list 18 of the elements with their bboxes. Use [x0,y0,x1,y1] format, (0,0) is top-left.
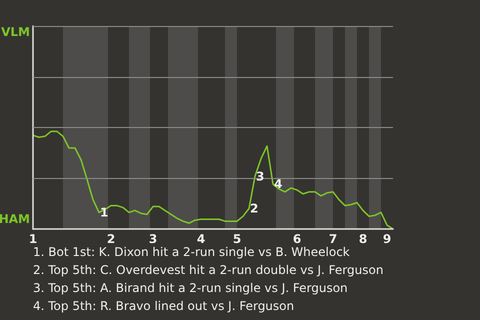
x-tick-label: 1 [28,232,38,246]
x-tick-label: 6 [292,232,302,246]
x-tick-label: 2 [106,232,116,246]
x-tick-label: 4 [196,232,206,246]
x-tick-label: 7 [328,232,338,246]
x-tick-label: 8 [358,232,368,246]
annotation: 2 [250,202,258,216]
text: 3. Top 5th: A. Birand hit a 2-run single vs J. Ferguson [33,281,348,295]
text: VLM [1,25,30,39]
x-tick-label: 5 [232,232,242,246]
text: 1. Bot 1st: K. Dixon hit a 2-run single vs B. Wheelock [33,245,350,259]
text: HAM [0,212,30,226]
text: 4. Top 5th: R. Bravo lined out vs J. Ferguson [33,299,294,313]
x-tick-label: 3 [148,232,158,246]
text: 2. Top 5th: C. Overdevest hit a 2-run double vs J. Ferguson [33,263,384,277]
annotation: 4 [274,177,282,192]
annotation: 3 [256,169,264,184]
x-tick-label: 9 [382,232,392,246]
